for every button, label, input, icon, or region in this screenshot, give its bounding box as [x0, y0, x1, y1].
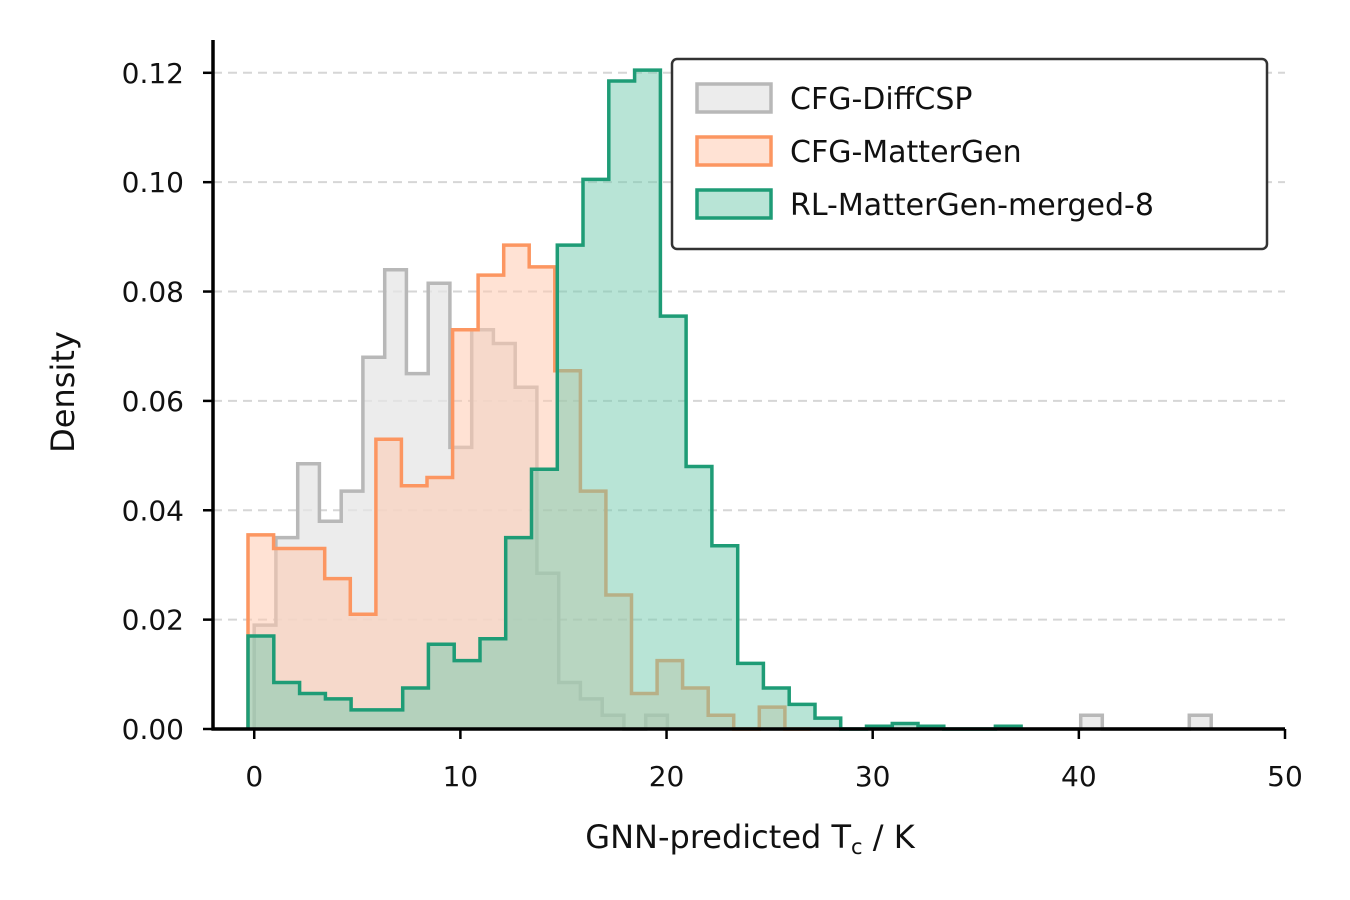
legend-swatch — [695, 188, 773, 220]
axes-layer: 0 10 20 30 40 50 0.00 0.02 0.04 0.06 0.08 0.10 0.12 — [122, 40, 1303, 793]
y-tick-label: 0.06 — [122, 385, 184, 418]
y-axis-title: Density — [44, 331, 82, 453]
legend-item: CFG-DiffCSP — [695, 82, 972, 117]
series-outline — [246, 68, 1023, 731]
legend-box — [670, 57, 1269, 251]
y-tick-label: 0.00 — [122, 713, 184, 746]
legend-swatch — [695, 82, 773, 114]
y-tick-label: 0.04 — [122, 494, 184, 527]
x-tick-label: 20 — [649, 760, 685, 793]
series-2 — [246, 68, 1023, 731]
y-tick-label: 0.10 — [122, 166, 184, 199]
y-tick-label: 0.12 — [122, 57, 184, 90]
y-tick-label: 0.08 — [122, 276, 184, 309]
legend: CFG-DiffCSP CFG-MatterGen RL-MatterGen-mer… — [670, 57, 1269, 251]
x-tick-label: 10 — [443, 760, 479, 793]
y-tick-label: 0.02 — [122, 604, 184, 637]
x-tick-label: 50 — [1267, 760, 1303, 793]
x-axis-title: GNN-predicted Tc / K — [585, 818, 915, 859]
series-layer — [246, 68, 1213, 731]
legend-swatch — [695, 135, 773, 167]
x-tick-label: 40 — [1061, 760, 1097, 793]
legend-label: RL-MatterGen-merged-8 — [790, 188, 1154, 223]
series-fill — [248, 245, 811, 729]
legend-item: RL-MatterGen-merged-8 — [695, 188, 1154, 223]
legend-item: CFG-MatterGen — [695, 135, 1022, 170]
x-tick-label: 30 — [855, 760, 891, 793]
x-axis-title-unit: / K — [863, 818, 916, 856]
legend-label: CFG-DiffCSP — [790, 82, 972, 117]
legend-label: CFG-MatterGen — [790, 135, 1022, 170]
series-fill — [248, 70, 1022, 730]
x-tick-label: 0 — [245, 760, 263, 793]
x-axis-title-main: GNN-predicted T — [585, 818, 851, 856]
x-axis-title-subscript: c — [851, 835, 863, 859]
